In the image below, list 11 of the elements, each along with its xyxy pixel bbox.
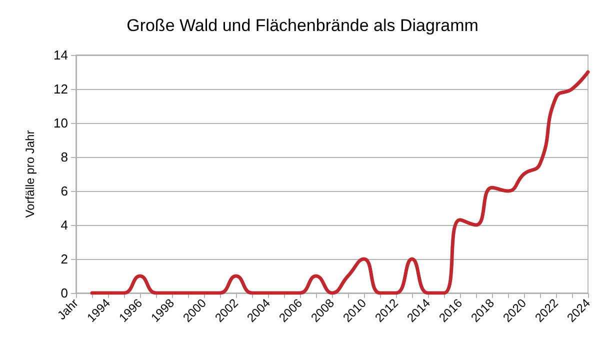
y-tick-label: 2 [60,252,68,266]
y-tick-label: 8 [60,150,68,164]
y-tick-label: 4 [60,218,68,232]
y-tick-label: 0 [60,286,68,300]
chart-title: Große Wald und Flächenbrände als Diagramm [126,16,478,35]
y-tick-label: 14 [54,48,68,62]
y-tick-label: 6 [60,184,68,198]
y-tick-label: 10 [54,116,68,130]
y-axis-title: Vorfälle pro Jahr [23,130,37,218]
line-series [90,70,590,295]
y-tick-label: 12 [54,82,68,96]
